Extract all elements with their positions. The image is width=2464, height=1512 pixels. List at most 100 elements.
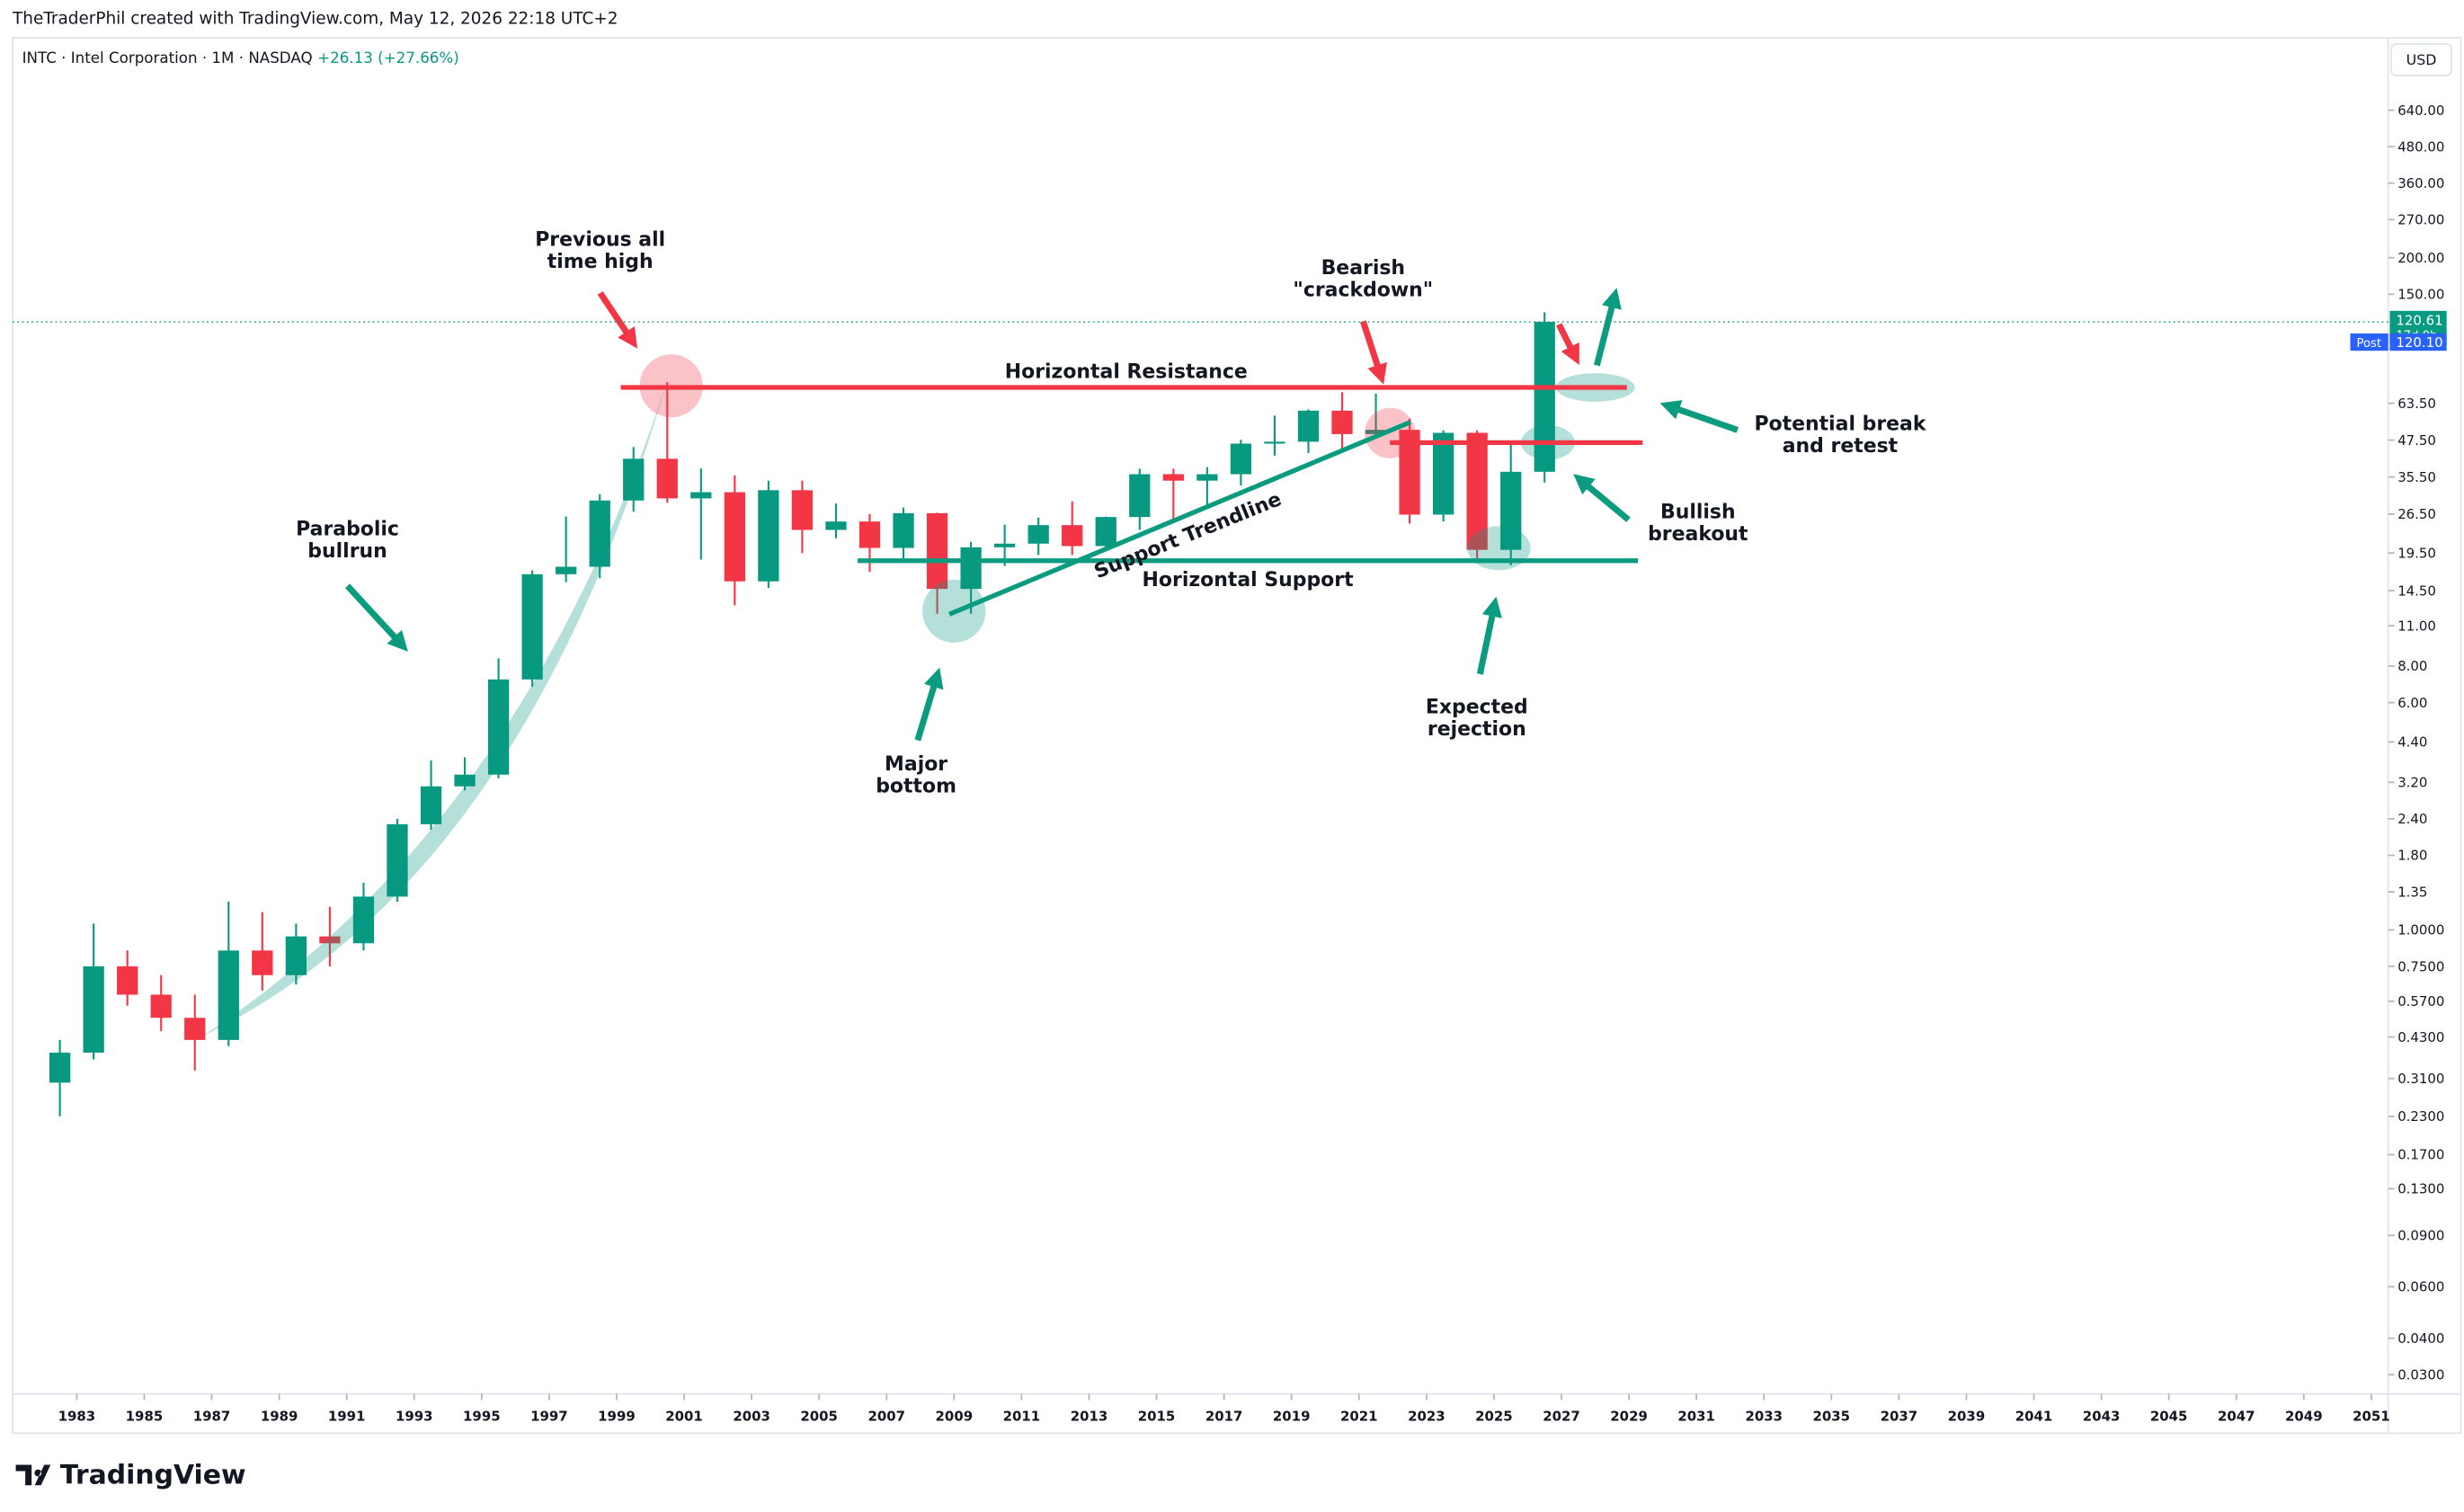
y-tick-label: 0.1300: [2397, 1181, 2444, 1197]
y-tick-label: 47.50: [2397, 432, 2436, 449]
annotation: "crackdown": [1293, 279, 1433, 301]
drawings: Previous all time high Parabolic bullrun…: [201, 228, 1926, 1036]
arrow: [914, 667, 944, 742]
candle-body: [1162, 474, 1184, 481]
arrow: [1476, 596, 1502, 675]
candle-body: [1264, 441, 1285, 444]
annotation: Expected: [1426, 697, 1528, 719]
x-tick-label: 1985: [126, 1408, 164, 1424]
x-tick-label: 1993: [396, 1408, 433, 1424]
y-tick-label: 35.50: [2397, 469, 2436, 485]
currency[interactable]: USD: [2406, 51, 2437, 68]
arrow: [1573, 474, 1631, 522]
candle-body: [454, 774, 476, 787]
y-tick-label: 0.1700: [2397, 1147, 2444, 1163]
parabola-shade: [201, 382, 667, 1036]
candle-body: [825, 521, 847, 530]
annotation: Major: [885, 753, 947, 776]
candle-body: [1095, 517, 1116, 547]
candle-body: [1297, 410, 1320, 442]
logo: TradingView: [15, 1460, 246, 1491]
annotation: time high: [547, 251, 654, 273]
y-tick-label: 14.50: [2397, 583, 2436, 599]
y-tick-label: 0.3100: [2397, 1071, 2444, 1087]
x-tick-label: 2025: [1475, 1408, 1513, 1424]
candle-body: [791, 490, 814, 530]
candle-body: [960, 547, 982, 590]
candle-body: [994, 543, 1016, 547]
candle-body: [858, 521, 881, 548]
x-tick-label: 2037: [1881, 1408, 1918, 1424]
y-tick-label: 360.00: [2397, 175, 2444, 191]
candle-body: [83, 966, 104, 1053]
x-tick-label: 2007: [867, 1408, 905, 1424]
candle-body: [623, 458, 645, 501]
candle-body: [49, 1052, 71, 1083]
post-price: 120.10: [2396, 334, 2442, 351]
annotation: Potential break: [1754, 413, 1926, 435]
candle-body: [724, 492, 745, 582]
y-tick-label: 270.00: [2397, 212, 2444, 228]
candle-body: [117, 966, 138, 995]
x-tick-label: 2017: [1205, 1408, 1243, 1424]
candle-body: [1466, 432, 1488, 550]
y-tick-label: 480.00: [2397, 138, 2444, 155]
x-tick-label: 2023: [1408, 1408, 1445, 1424]
x-tick-label: 2039: [1948, 1408, 1986, 1424]
x-tick-label: 2015: [1138, 1408, 1176, 1424]
x-tick-label: 2043: [2083, 1408, 2121, 1424]
logo-mark: [15, 1464, 51, 1486]
x-tick-label: 2011: [1003, 1408, 1041, 1424]
highlight: [1467, 526, 1531, 571]
x-tick-label: 1995: [463, 1408, 501, 1424]
candle-body: [656, 458, 678, 499]
y-tick-label: 0.0300: [2397, 1367, 2444, 1383]
y-tick-label: 0.0400: [2397, 1330, 2444, 1347]
annotation: Bullish: [1660, 501, 1736, 523]
x-tick-label: 2045: [2150, 1408, 2188, 1424]
candle-body: [926, 512, 948, 590]
candle-body: [1129, 474, 1151, 518]
last-price: 120.61: [2396, 313, 2442, 329]
post-tag: [2350, 333, 2388, 351]
candle-body: [1432, 432, 1454, 515]
candle-body: [1365, 430, 1387, 434]
annotation: Horizontal Support: [1143, 569, 1354, 591]
brand: TradingView: [60, 1460, 246, 1491]
x-tick-label: 1991: [328, 1408, 366, 1424]
annotation: Horizontal Resistance: [1005, 361, 1248, 384]
trendline: [947, 420, 1412, 617]
currency-button[interactable]: [2390, 43, 2452, 76]
arrow: [597, 290, 638, 349]
candle-body: [1196, 474, 1218, 481]
attribution: TheTraderPhil created with TradingView.c…: [12, 9, 618, 28]
candle-body: [150, 994, 172, 1018]
candle-body: [420, 786, 442, 824]
y-tick-label: 3.20: [2397, 775, 2427, 791]
x-tick-label: 2009: [936, 1408, 974, 1424]
candle-body: [218, 950, 239, 1040]
annotation: and retest: [1783, 435, 1898, 458]
candle-body: [521, 574, 543, 680]
annotation: Parabolic: [296, 519, 399, 541]
y-tick-label: 0.0600: [2397, 1279, 2444, 1295]
candle-body: [1331, 410, 1353, 434]
candle-body: [252, 950, 273, 975]
x-tick-label: 2033: [1745, 1408, 1783, 1424]
y-tick-label: 1.0000: [2397, 922, 2444, 938]
y-tick-label: 63.50: [2397, 396, 2436, 412]
y-tick-label: 8.00: [2397, 658, 2427, 674]
x-tick-label: 2051: [2353, 1408, 2390, 1424]
y-tick-label: 19.50: [2397, 545, 2436, 561]
x-tick-label: 2003: [733, 1408, 770, 1424]
candle-body: [758, 490, 779, 582]
y-tick-label: 1.80: [2397, 848, 2427, 864]
candle-body: [1534, 322, 1555, 472]
x-tick-label: 2029: [1610, 1408, 1648, 1424]
candle-body: [387, 823, 408, 897]
x-tick-label: 2001: [665, 1408, 703, 1424]
annotation: bottom: [876, 775, 956, 797]
annotation: breakout: [1648, 523, 1748, 546]
y-tick-label: 4.40: [2397, 734, 2427, 751]
